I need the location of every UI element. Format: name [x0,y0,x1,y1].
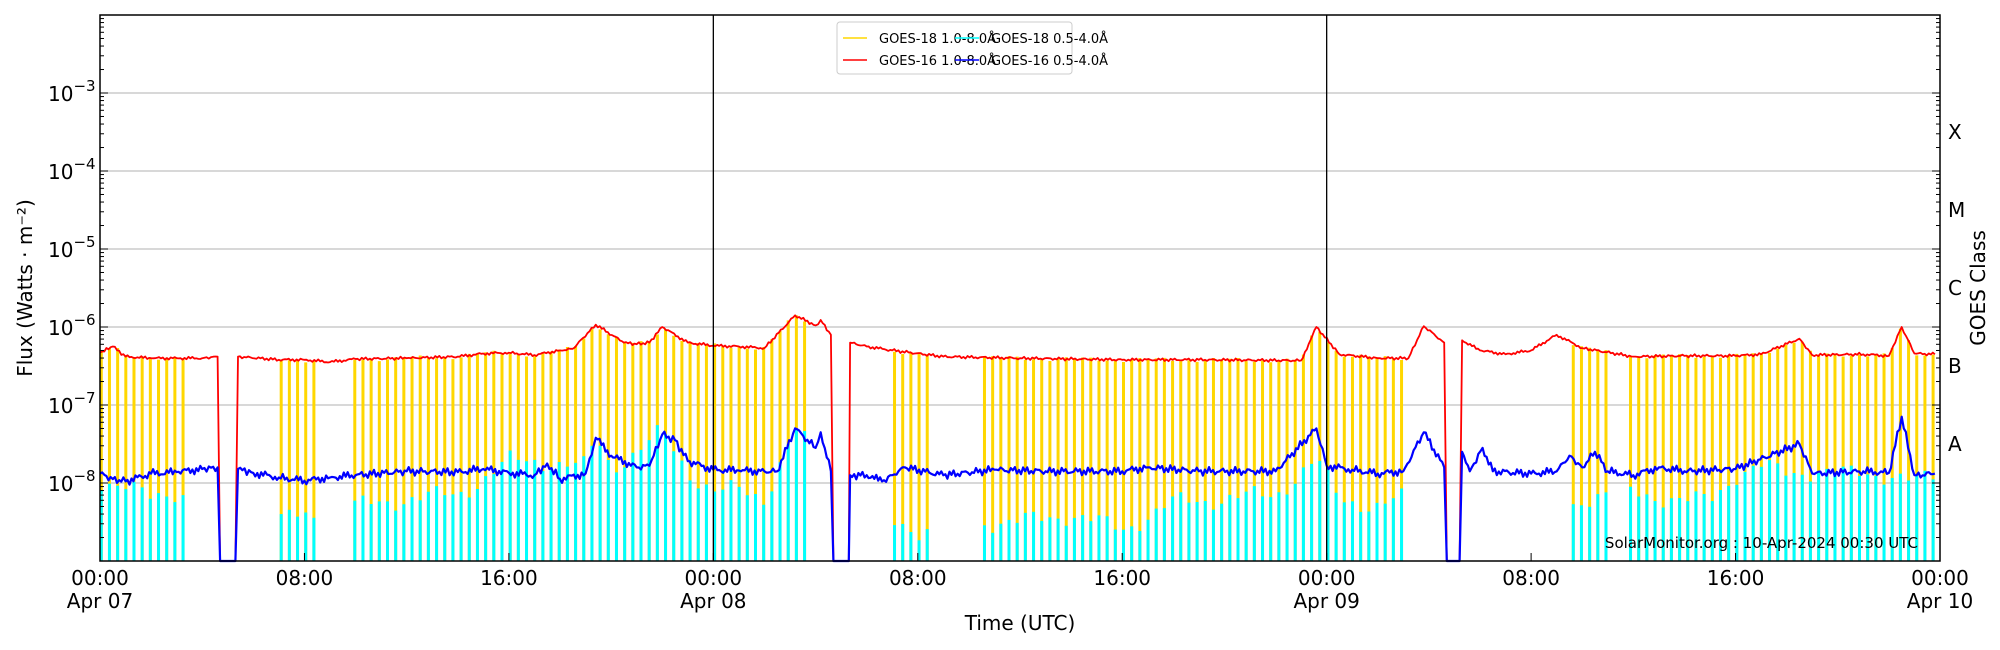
goes-class-label: B [1948,354,1962,378]
goes-class-label: C [1948,276,1962,300]
grid-lines [100,92,1940,484]
x-tick-time: 08:00 [1502,566,1560,590]
y-tick-label: 10−3 [48,77,96,106]
y-tick-label: 10−8 [48,467,96,496]
y-tick-label: 10−4 [48,155,96,184]
y-tick-label: 10−7 [48,389,96,418]
x-tick-time: 08:00 [276,566,334,590]
x-tick-time: 00:00 [1911,566,1969,590]
legend-label: GOES-16 0.5-4.0Å [991,53,1108,69]
goes-class-axis: X M C B A [1948,120,1965,456]
x-tick-time: 16:00 [1093,566,1151,590]
x-tick-date: Apr 10 [1907,589,1973,613]
goes16-long-line [99,314,1936,562]
x-axis-title: Time (UTC) [964,611,1076,635]
goes-class-label: A [1948,432,1962,456]
x-tick-time: 16:00 [480,566,538,590]
y-tick-label: 10−6 [48,311,96,340]
day-separators [712,15,1328,561]
legend-label: GOES-18 0.5-4.0Å [991,31,1108,47]
credit-text: SolarMonitor.org : 10-Apr-2024 00:30 UTC [1605,534,1918,552]
x-tick-date: Apr 07 [67,589,133,613]
goes16-short-line [99,415,1936,563]
line-series [99,314,1936,563]
y-tick-label: 10−5 [48,233,96,262]
x-tick-time: 00:00 [685,566,743,590]
x-tick-time: 16:00 [1707,566,1765,590]
y-axis-title: Flux (Watts · m⁻²) [13,199,37,377]
x-tick-date: Apr 08 [680,589,746,613]
goes-class-label: X [1948,120,1962,144]
x-tick-time: 00:00 [71,566,129,590]
plot-frame [99,14,1941,562]
x-tick-date: Apr 09 [1293,589,1359,613]
bar-series [99,315,1935,561]
goes-class-label: M [1948,198,1965,222]
right-axis-title: GOES Class [1966,230,1990,346]
legend-label: GOES-18 1.0-8.0Å [879,31,996,47]
y-axis-ticks: 10−3 10−4 10−5 10−6 10−7 10−8 [48,18,1940,562]
x-tick-time: 08:00 [889,566,947,590]
legend-box [836,21,1073,75]
legend-label: GOES-16 1.0-8.0Å [879,53,996,69]
x-tick-time: 00:00 [1298,566,1356,590]
